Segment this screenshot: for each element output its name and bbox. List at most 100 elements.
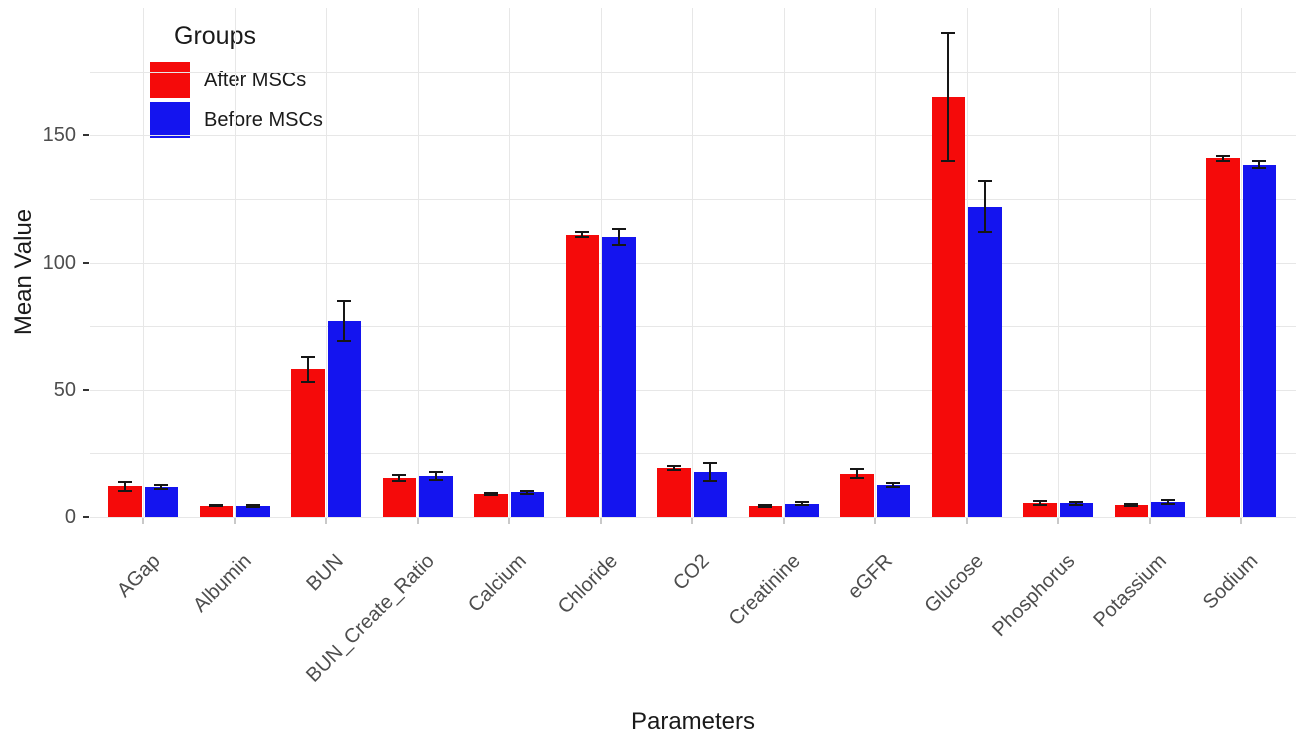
error-bar-line xyxy=(306,356,309,383)
legend-swatch-blue xyxy=(150,102,190,138)
legend-label: After MSCs xyxy=(204,68,307,91)
error-bar-cap-top xyxy=(977,180,992,183)
error-bar-line xyxy=(398,475,401,482)
error-bar-cap-bottom xyxy=(428,478,443,481)
error-bar-line xyxy=(251,504,254,507)
x-category-label: Creatinine xyxy=(725,550,806,631)
error-bar-cap-bottom xyxy=(1215,159,1230,162)
gridline-horizontal xyxy=(90,262,1296,264)
gridline-vertical xyxy=(234,8,236,517)
x-axis-title: Parameters xyxy=(630,708,756,735)
error-bar-cap-top xyxy=(392,474,407,477)
gridline-vertical xyxy=(1241,8,1242,517)
bar-after-agap xyxy=(108,486,142,517)
bar-after-creatinine xyxy=(748,505,782,517)
error-bar-cap-bottom xyxy=(337,340,352,343)
y-axis-tick xyxy=(83,388,89,391)
error-bar-cap-bottom xyxy=(977,230,992,233)
x-axis-tick xyxy=(691,518,693,524)
x-category-label: Phosphorus xyxy=(988,550,1080,642)
error-bar-cap-bottom xyxy=(154,488,169,491)
error-bar-cap-top xyxy=(483,492,498,495)
bar-before-bun_create_ratio xyxy=(419,475,453,517)
error-bar-line xyxy=(1075,501,1078,505)
y-tick-label: 0 xyxy=(64,506,76,528)
error-bar-cap-top xyxy=(758,504,773,507)
error-bar-cap-top xyxy=(1124,503,1139,506)
error-bar-cap-bottom xyxy=(392,480,407,483)
error-bar-cap-top xyxy=(611,228,626,231)
error-bar-line xyxy=(123,482,126,491)
x-axis-tick xyxy=(965,518,968,524)
error-bar-cap-bottom xyxy=(483,494,498,497)
x-axis-tick xyxy=(1240,518,1242,524)
bar-after-phosphorus xyxy=(1023,503,1057,517)
error-bar-cap-bottom xyxy=(886,486,901,489)
x-axis-tick xyxy=(1148,518,1151,524)
error-bar-cap-bottom xyxy=(245,505,260,508)
x-category-label: Albumin xyxy=(189,550,257,617)
gridline-horizontal xyxy=(90,135,1296,137)
error-bar-cap-top xyxy=(428,470,443,473)
error-bar-cap-bottom xyxy=(849,477,864,480)
bar-before-glucose xyxy=(968,206,1002,517)
error-bar-cap-bottom xyxy=(1252,167,1267,170)
error-bar-cap-top xyxy=(337,299,352,302)
error-bar-cap-bottom xyxy=(941,159,956,162)
error-bar-line xyxy=(855,469,858,479)
gridline-vertical xyxy=(509,8,510,517)
x-axis-tick xyxy=(416,518,419,524)
error-bar-cap-bottom xyxy=(117,489,132,492)
gridline-vertical xyxy=(783,8,785,517)
error-bar-line xyxy=(800,502,803,505)
gridline-horizontal xyxy=(90,71,1296,73)
error-bar-cap-top xyxy=(300,355,315,358)
x-axis-tick xyxy=(874,518,876,524)
error-bar-cap-top xyxy=(245,503,260,506)
gridline-vertical xyxy=(966,8,968,517)
error-bar-line xyxy=(343,300,346,342)
gridline-vertical xyxy=(143,8,144,517)
error-bar-cap-top xyxy=(575,231,590,234)
error-bar-line xyxy=(1258,160,1261,169)
legend-swatch-red xyxy=(150,62,190,98)
error-bar-cap-bottom xyxy=(1160,502,1175,505)
error-bar-cap-bottom xyxy=(209,505,224,508)
error-bar-cap-top xyxy=(1215,154,1230,157)
bar-after-co2 xyxy=(657,468,691,517)
error-bar-cap-bottom xyxy=(300,381,315,384)
error-bar-cap-top xyxy=(117,481,132,484)
error-bar-cap-bottom xyxy=(1032,504,1047,507)
x-axis-tick xyxy=(325,518,327,524)
bar-before-albumin xyxy=(236,505,270,517)
bar-after-glucose xyxy=(931,97,965,517)
gridline-horizontal xyxy=(90,198,1296,200)
error-bar-cap-top xyxy=(1069,500,1084,503)
bar-after-egfr xyxy=(840,473,874,517)
y-axis-tick xyxy=(83,261,89,264)
error-bar-cap-bottom xyxy=(703,479,718,482)
bar-before-phosphorus xyxy=(1059,503,1093,517)
error-bar-cap-bottom xyxy=(575,235,590,238)
y-tick-label: 150 xyxy=(42,124,76,147)
error-bar-cap-bottom xyxy=(1069,503,1084,506)
error-bar-line xyxy=(581,232,584,237)
bar-before-chloride xyxy=(602,237,636,517)
bar-after-bun xyxy=(291,369,325,517)
error-bar-cap-bottom xyxy=(1124,504,1139,507)
x-axis-tick xyxy=(508,518,510,524)
bar-before-bun xyxy=(327,321,361,517)
x-axis-tick xyxy=(1057,518,1059,524)
gridline-vertical xyxy=(692,8,693,517)
error-bar-line xyxy=(160,484,163,490)
error-bar-line xyxy=(983,181,986,232)
error-bar-line xyxy=(526,490,529,494)
gridline-vertical xyxy=(417,8,419,517)
error-bar-cap-top xyxy=(886,482,901,485)
x-axis-tick xyxy=(599,518,602,524)
error-bar-cap-top xyxy=(209,503,224,506)
error-bar-cap-bottom xyxy=(794,503,809,506)
error-bar-cap-top xyxy=(1160,499,1175,502)
x-category-label: Glucose xyxy=(920,550,989,618)
